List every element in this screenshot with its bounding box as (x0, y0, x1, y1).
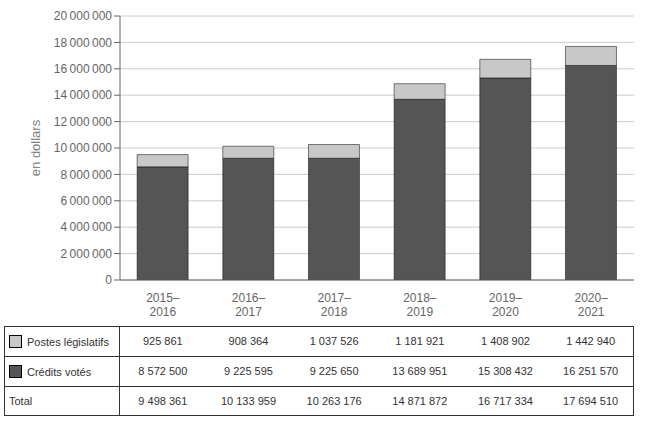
svg-text:10 000 000: 10 000 000 (54, 141, 113, 155)
html-text:13 689 951: 13 689 951 (392, 365, 448, 377)
html-text:9 225 650: 9 225 650 (309, 365, 359, 377)
svg-text:2017–2018: 2017–2018 (317, 291, 351, 319)
html-text:Total: Total (9, 395, 33, 407)
svg-text:14 000 000: 14 000 000 (54, 88, 113, 102)
svg-text:2019–2020: 2019–2020 (489, 291, 523, 319)
svg-text:0: 0 (105, 273, 112, 287)
html-text:15 308 432: 15 308 432 (477, 365, 533, 377)
svg-text:20 000 000: 20 000 000 (54, 9, 113, 23)
html-text:17 694 510: 17 694 510 (563, 395, 619, 407)
html-text:Crédits votés: Crédits votés (27, 365, 92, 378)
html-text:925 861: 925 861 (142, 335, 183, 347)
html-text:1 408 902: 1 408 902 (481, 335, 530, 347)
html-text:10 263 176: 10 263 176 (306, 395, 362, 407)
svg-text:4 000 000: 4 000 000 (60, 220, 112, 234)
svg-text:2016–2017: 2016–2017 (232, 291, 266, 319)
svg-text:en dollars: en dollars (28, 119, 43, 176)
html-text:1 181 921: 1 181 921 (395, 335, 445, 347)
html-text:9 498 361: 9 498 361 (138, 395, 188, 407)
html-text:16 717 334: 16 717 334 (477, 395, 533, 407)
svg-text:8 000 000: 8 000 000 (60, 168, 112, 182)
svg-text:18 000 000: 18 000 000 (54, 36, 113, 50)
svg-text:2 000 000: 2 000 000 (60, 247, 112, 261)
svg-text:12 000 000: 12 000 000 (54, 115, 113, 129)
svg-text:2015–2016: 2015–2016 (146, 291, 180, 319)
svg-text:2020–2021: 2020–2021 (574, 291, 608, 319)
html-text:10 133 959: 10 133 959 (221, 395, 276, 407)
html-text:8 572 500: 8 572 500 (138, 365, 188, 377)
svg-text:2018–2019: 2018–2019 (403, 291, 437, 319)
svg-text:16 000 000: 16 000 000 (54, 62, 113, 76)
html-text:9 225 595: 9 225 595 (224, 365, 273, 377)
html-text:Postes législatifs: Postes législatifs (27, 335, 109, 348)
html-text:14 871 872: 14 871 872 (392, 395, 448, 407)
html-text:908 364: 908 364 (228, 335, 269, 347)
svg-text:6 000 000: 6 000 000 (60, 194, 112, 208)
html-text:16 251 570: 16 251 570 (563, 365, 619, 377)
html-text:1 442 940: 1 442 940 (566, 335, 616, 347)
html-text:1 037 526: 1 037 526 (309, 335, 359, 347)
